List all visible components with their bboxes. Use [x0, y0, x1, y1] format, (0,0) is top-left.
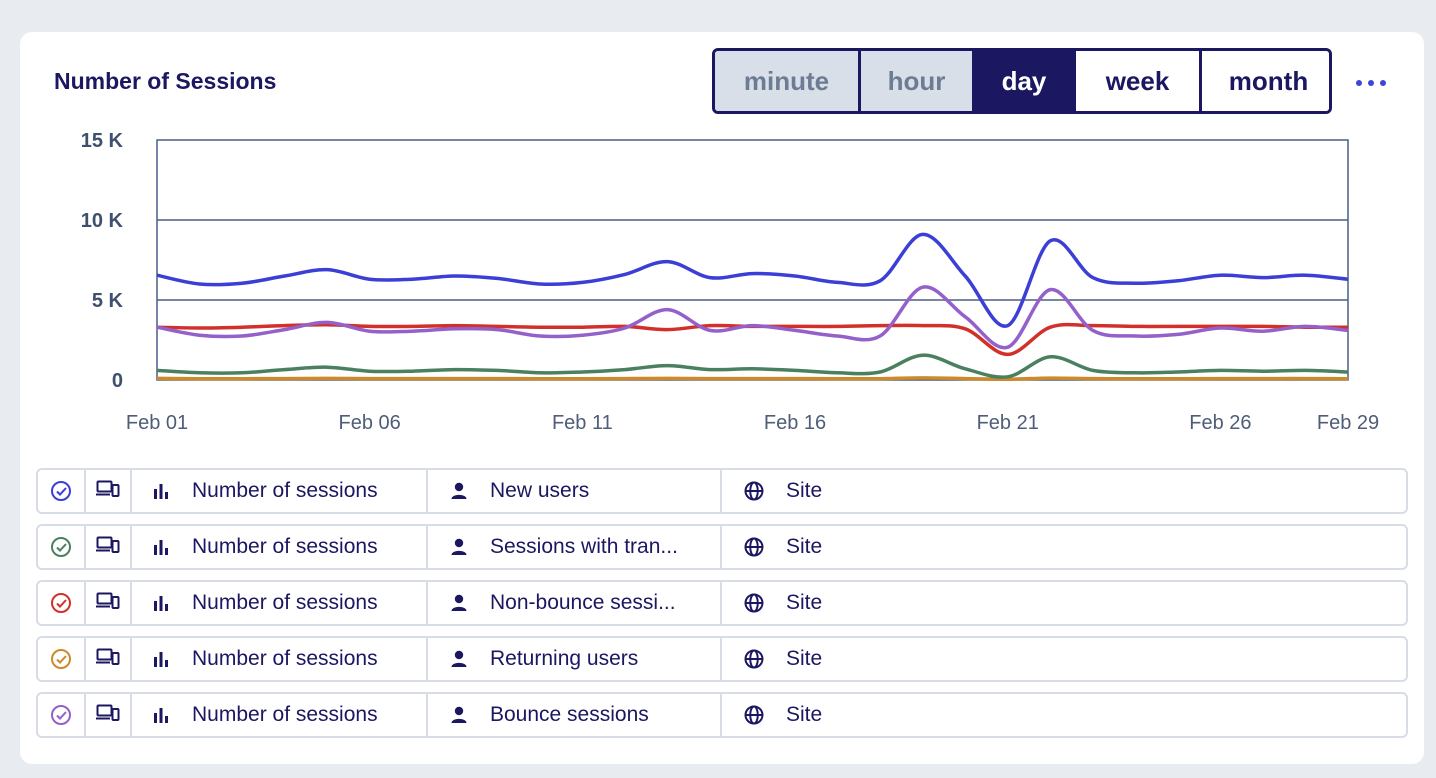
segment-label: Non-bounce sessi...: [490, 591, 676, 614]
scope-cell[interactable]: Site: [722, 694, 1406, 736]
check-circle-icon[interactable]: [51, 537, 71, 557]
metric-label: Number of sessions: [192, 647, 378, 670]
globe-icon: [744, 649, 764, 669]
devices-icon: [96, 480, 120, 503]
globe-icon: [744, 481, 764, 501]
x-tick-label: Feb 16: [764, 412, 826, 434]
x-tick-label: Feb 29: [1317, 412, 1379, 434]
x-tick-label: Feb 26: [1189, 412, 1251, 434]
metric-cell[interactable]: Number of sessions: [132, 526, 428, 568]
sessions-line-chart: 0 5 K 10 K 15 K Feb 01 Feb 06 Feb 11 Feb 16 Feb …: [81, 130, 1379, 434]
x-tick-label: Feb 01: [126, 412, 188, 434]
check-circle-icon[interactable]: [51, 649, 71, 669]
devices-icon: [96, 648, 120, 671]
x-tick-label: Feb 06: [339, 412, 401, 434]
card-title: Number of Sessions: [54, 68, 277, 94]
segment-label: Returning users: [490, 647, 639, 670]
user-icon: [450, 538, 468, 556]
devices-icon: [96, 536, 120, 559]
granularity-selector: minute hour day week month: [712, 48, 1332, 114]
plot-frame: [156, 139, 1349, 381]
more-options-icon[interactable]: [1356, 72, 1386, 94]
series-legend: Number of sessions New users Site Number of…: [36, 468, 1408, 748]
globe-icon: [744, 593, 764, 613]
metric-label: Number of sessions: [192, 591, 378, 614]
granularity-minute-button[interactable]: minute: [715, 51, 861, 111]
legend-row[interactable]: Number of sessions Bounce sessions Site: [36, 692, 1408, 738]
scope-cell[interactable]: Site: [722, 582, 1406, 624]
bar-chart-icon: [152, 483, 170, 499]
series-toggle[interactable]: [38, 582, 86, 624]
bar-chart-icon: [152, 707, 170, 723]
user-icon: [450, 594, 468, 612]
series-toggle[interactable]: [38, 638, 86, 680]
user-icon: [450, 706, 468, 724]
granularity-day-button[interactable]: day: [975, 51, 1076, 111]
device-cell: [86, 526, 132, 568]
globe-icon: [744, 537, 764, 557]
granularity-month-button[interactable]: month: [1202, 51, 1329, 111]
segment-cell[interactable]: New users: [428, 470, 722, 512]
series-line-1[interactable]: [156, 353, 1349, 379]
device-cell: [86, 694, 132, 736]
metric-label: Number of sessions: [192, 479, 378, 502]
globe-icon: [744, 705, 764, 725]
check-circle-icon[interactable]: [51, 593, 71, 613]
legend-row[interactable]: Number of sessions New users Site: [36, 468, 1408, 514]
scope-cell[interactable]: Site: [722, 470, 1406, 512]
metric-cell[interactable]: Number of sessions: [132, 582, 428, 624]
scope-label: Site: [786, 479, 823, 502]
series-toggle[interactable]: [38, 694, 86, 736]
metric-label: Number of sessions: [192, 703, 378, 726]
user-icon: [450, 482, 468, 500]
x-tick-label: Feb 11: [552, 412, 613, 434]
y-tick-label: 15 K: [81, 130, 124, 152]
granularity-hour-button[interactable]: hour: [861, 51, 975, 111]
bar-chart-icon: [152, 651, 170, 667]
device-cell: [86, 638, 132, 680]
metric-cell[interactable]: Number of sessions: [132, 470, 428, 512]
segment-cell[interactable]: Returning users: [428, 638, 722, 680]
scope-label: Site: [786, 703, 823, 726]
scope-label: Site: [786, 647, 823, 670]
segment-cell[interactable]: Bounce sessions: [428, 694, 722, 736]
metric-cell[interactable]: Number of sessions: [132, 694, 428, 736]
legend-row[interactable]: Number of sessions Returning users Site: [36, 636, 1408, 682]
user-icon: [450, 650, 468, 668]
series-toggle[interactable]: [38, 526, 86, 568]
series-line-2[interactable]: [156, 322, 1349, 357]
series-line-0[interactable]: [156, 232, 1349, 328]
check-circle-icon[interactable]: [51, 705, 71, 725]
devices-icon: [96, 704, 120, 727]
sessions-card: Number of Sessions minute hour day week mont…: [20, 32, 1424, 764]
metric-label: Number of sessions: [192, 535, 378, 558]
y-tick-label: 5 K: [92, 290, 124, 312]
check-circle-icon[interactable]: [51, 481, 71, 501]
x-tick-label: Feb 21: [977, 412, 1039, 434]
legend-row[interactable]: Number of sessions Non-bounce sessi... Sit…: [36, 580, 1408, 626]
segment-cell[interactable]: Non-bounce sessi...: [428, 582, 722, 624]
y-tick-label: 10 K: [81, 210, 124, 232]
bar-chart-icon: [152, 539, 170, 555]
segment-cell[interactable]: Sessions with tran...: [428, 526, 722, 568]
scope-cell[interactable]: Site: [722, 526, 1406, 568]
segment-label: Bounce sessions: [490, 703, 649, 726]
series-toggle[interactable]: [38, 470, 86, 512]
granularity-week-button[interactable]: week: [1076, 51, 1202, 111]
scope-cell[interactable]: Site: [722, 638, 1406, 680]
device-cell: [86, 582, 132, 624]
device-cell: [86, 470, 132, 512]
series-line-3[interactable]: [156, 376, 1349, 381]
metric-cell[interactable]: Number of sessions: [132, 638, 428, 680]
segment-label: New users: [490, 479, 590, 502]
devices-icon: [96, 592, 120, 615]
scope-label: Site: [786, 591, 823, 614]
bar-chart-icon: [152, 595, 170, 611]
series-line-4[interactable]: [156, 285, 1349, 350]
scope-label: Site: [786, 535, 823, 558]
legend-row[interactable]: Number of sessions Sessions with tran... S…: [36, 524, 1408, 570]
segment-label: Sessions with tran...: [490, 535, 678, 558]
y-tick-label: 0: [112, 370, 123, 392]
